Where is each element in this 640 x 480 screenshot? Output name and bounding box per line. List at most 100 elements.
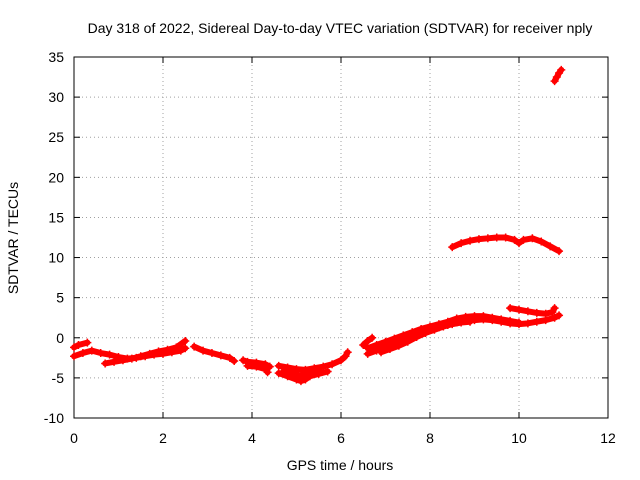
data-point [510,235,519,244]
data-point [154,347,163,356]
data-point [319,362,328,371]
data-point [519,235,528,244]
data-point [497,315,506,324]
data-point [550,304,559,313]
chart-title: Day 318 of 2022, Sidereal Day-to-day VTE… [88,20,593,36]
data-point [343,348,352,357]
data-point [470,312,479,321]
data-point [488,313,497,322]
x-tick-label: 12 [600,430,616,446]
data-point [552,73,561,82]
y-tick-label: 5 [56,290,64,306]
data-point [70,352,78,361]
gridlines [74,57,608,418]
data-point [243,361,252,370]
data-point [207,349,216,358]
series-trace [191,343,238,365]
x-tick-label: 2 [159,430,167,446]
y-tick-label: 35 [48,49,64,65]
data-point [101,359,110,368]
data-point [412,332,421,341]
data-point [239,356,248,365]
data-point [341,352,350,361]
y-tick-label: -5 [52,370,65,386]
data-point [466,317,475,326]
data-point [172,343,181,352]
data-point [483,234,492,243]
data-point [163,345,172,354]
data-point [328,360,337,369]
data-point [532,317,541,326]
data-point [417,324,426,333]
data-point [394,341,403,350]
series-track-15 [448,233,564,256]
data-point [372,340,381,349]
data-point [181,344,190,353]
data-point [550,77,559,86]
data-point [118,356,127,365]
data-point [546,242,555,251]
data-point [515,318,523,327]
data-point [70,343,78,352]
data-point [87,346,96,355]
data-point [279,367,288,376]
y-tick-label: 15 [48,209,64,225]
data-point [506,316,515,325]
y-tick-label: 10 [48,250,64,266]
data-point [399,331,408,340]
data-point [385,345,394,354]
data-point [466,236,475,245]
series-trace [244,362,271,376]
data-point [230,357,239,366]
series-track-6 [243,361,272,377]
series-track-13 [359,333,377,349]
data-point [190,342,199,351]
data-point [74,340,83,349]
series-track-16 [550,65,566,86]
data-point [381,337,390,346]
data-point [515,239,523,248]
x-tick-label: 8 [426,430,434,446]
y-tick-label: 0 [56,330,64,346]
data-point [127,354,136,363]
data-point [528,234,537,243]
data-point [199,346,208,355]
data-point [548,308,557,317]
series-track-4 [190,342,239,366]
data-point [136,352,145,361]
x-tick-label: 10 [511,430,527,446]
y-tick-label: 20 [48,169,64,185]
data-point [492,233,501,242]
data-point [145,349,154,358]
x-axis-label: GPS time / hours [287,457,394,473]
data-point [359,340,368,349]
data-point [368,333,377,342]
x-tick-label: 6 [337,430,345,446]
data-point [176,346,185,355]
data-point [296,371,305,380]
data-point [110,357,119,366]
series-track-3 [101,336,190,368]
data-point [537,237,546,246]
data-point [479,312,488,321]
data-point [439,322,448,331]
data-point [363,336,372,345]
y-tick-label: -10 [44,410,64,426]
series-track-12 [377,317,475,357]
y-tick-label: 25 [48,129,64,145]
data-point [181,336,190,345]
data-point [448,320,457,329]
data-point [363,344,372,353]
data-point [532,308,541,317]
data-point [83,338,92,347]
data-point [557,65,566,74]
data-point [515,305,523,314]
data-point [408,328,417,337]
data-point [252,362,261,371]
data-point [555,247,564,256]
data-point [288,369,297,378]
data-point [430,325,439,334]
data-point [403,337,412,346]
data-point [216,351,225,360]
series-track-14 [506,304,559,318]
